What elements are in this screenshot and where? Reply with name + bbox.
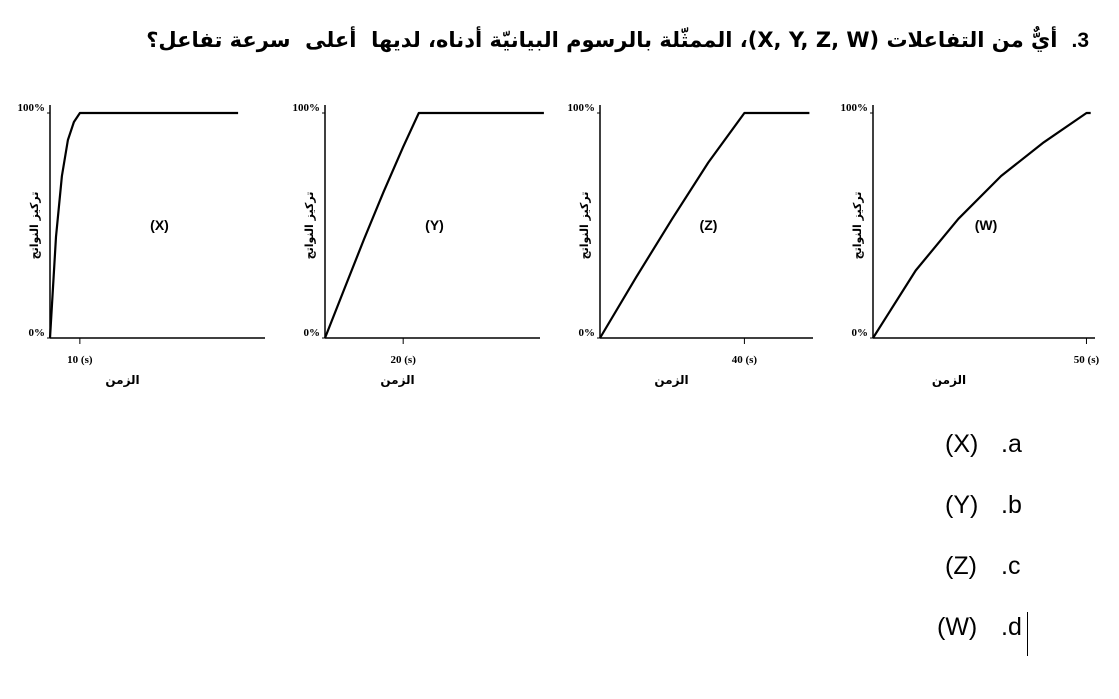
y-tick-label: 100%: [841, 102, 869, 114]
y-tick-label: 0%: [579, 327, 596, 339]
data-line: [872, 111, 1091, 339]
y-tick-label: 100%: [568, 102, 596, 114]
option[interactable]: (Y) b.: [945, 491, 1035, 520]
y-tick-label: 100%: [293, 102, 321, 114]
question-text: أيٌّ من التفاعلات (X, Y, Z, W)، الممثّلة…: [146, 28, 1058, 52]
y-axis-label: تركيز النواتج: [303, 192, 316, 260]
y-axis-label: تركيز النواتج: [851, 192, 864, 260]
option-letter: d.: [1001, 613, 1022, 641]
x-axis-label: الزمن: [932, 373, 966, 387]
y-axis-label: تركيز النواتج: [28, 192, 41, 260]
question: 3. أيٌّ من التفاعلات (X, Y, Z, W)، الممثّ…: [146, 28, 1089, 53]
x-tick-label: 20 (s): [391, 354, 417, 366]
question-number: 3.: [1071, 29, 1089, 52]
charts: 0% 100% 10 (s) الزمن تركيز النواتج (X) 0% 100% 2…: [18, 102, 1100, 387]
text-cursor: [1027, 612, 1028, 656]
y-axis-label: تركيز النواتج: [578, 192, 591, 260]
x-tick-label: 10 (s): [67, 354, 93, 366]
x-axis-label: الزمن: [654, 373, 688, 387]
option-letter: b.: [1001, 491, 1022, 519]
data-line: [599, 111, 810, 339]
option[interactable]: (W) d.: [937, 613, 1027, 642]
option-answer: (Y): [945, 491, 979, 519]
x-axis-label: الزمن: [380, 373, 414, 387]
y-tick-label: 0%: [304, 327, 321, 339]
option-letter: c.: [1001, 552, 1021, 580]
chart-label: (W): [975, 217, 998, 233]
option-answer: (X): [945, 430, 979, 458]
option-answer: (Z): [945, 552, 977, 580]
option[interactable]: (X) a.: [945, 430, 1035, 459]
x-tick-label: 50 (s): [1074, 354, 1100, 366]
option-letter: a.: [1001, 430, 1022, 458]
y-tick-label: 0%: [29, 327, 46, 339]
y-tick-label: 0%: [852, 327, 869, 339]
data-line: [48, 111, 239, 339]
option-answer: (W): [937, 613, 978, 641]
chart-label: (X): [150, 217, 169, 233]
x-axis-label: الزمن: [105, 373, 139, 387]
y-tick-label: 100%: [18, 102, 46, 114]
chart-label: (Y): [425, 217, 444, 233]
x-tick-label: 40 (s): [732, 354, 758, 366]
option[interactable]: (Z) c.: [945, 552, 1035, 581]
chart-label: (Z): [700, 217, 718, 233]
data-line: [323, 111, 544, 339]
